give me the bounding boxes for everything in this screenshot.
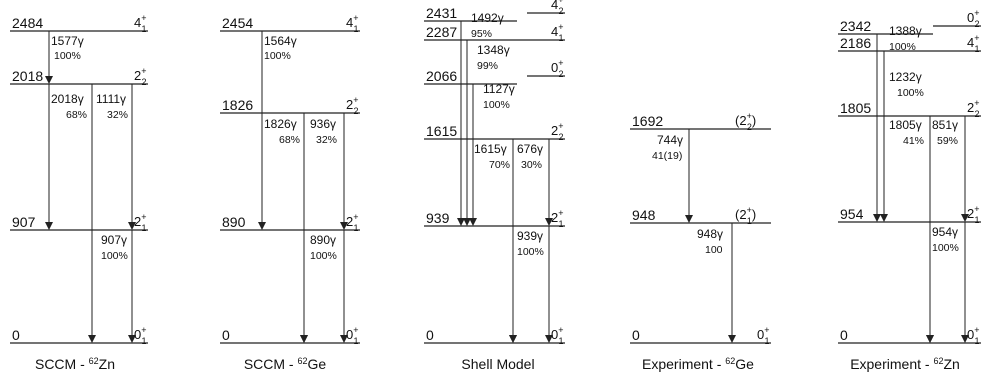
transition-branch: 100%	[889, 41, 916, 53]
level-spin: 4+ 2	[551, 0, 564, 16]
scheme-caption: Shell Model	[461, 356, 534, 372]
transition-energy: 2018γ	[51, 92, 84, 106]
level-spin: 4+ 1	[551, 22, 564, 43]
level-spin: 0+ 1	[134, 325, 147, 346]
level-spin: 0+ 1	[346, 325, 359, 346]
transition-branch: 100%	[54, 50, 81, 62]
scheme-caption: SCCM - 62Zn	[35, 356, 115, 372]
transition-branch: 41(19)	[652, 150, 682, 162]
level-energy: 0	[426, 327, 434, 343]
transition-branch: 100%	[310, 250, 337, 262]
transition-energy: 939γ	[517, 229, 543, 243]
transition-branch: 100%	[932, 242, 959, 254]
level-spin: 2+ 1	[551, 208, 564, 229]
transition-branch: 68%	[66, 109, 87, 121]
transition-energy: 1577γ	[51, 34, 84, 48]
level-energy: 2018	[12, 68, 43, 84]
transition-branch: 100%	[264, 50, 291, 62]
level-spin: (2+ 2)	[735, 111, 756, 132]
transition-branch: 100%	[897, 87, 924, 99]
transition-branch: 100	[705, 244, 723, 256]
level-energy: 939	[426, 210, 450, 226]
level-energy: 2066	[426, 68, 457, 84]
transition-branch: 41%	[903, 135, 924, 147]
level-spin: 0+ 2	[551, 58, 564, 79]
transition-energy: 851γ	[932, 118, 958, 132]
transition-energy: 676γ	[517, 142, 543, 156]
transition-branch: 95%	[471, 28, 492, 40]
level-energy: 1615	[426, 123, 457, 139]
level-spin: 2+ 2	[551, 121, 564, 142]
level-spin: 4+ 1	[967, 33, 980, 54]
transition-energy: 890γ	[310, 233, 336, 247]
transition-branch: 32%	[107, 109, 128, 121]
transition-energy: 907γ	[101, 233, 127, 247]
transition-energy: 1564γ	[264, 34, 297, 48]
transition-energy: 954γ	[932, 225, 958, 239]
scheme-caption: Experiment - 62Zn	[850, 356, 960, 372]
level-energy: 0	[12, 327, 20, 343]
transition-branch: 68%	[279, 134, 300, 146]
level-spin: 2+ 1	[967, 204, 980, 225]
transition-energy: 1615γ	[474, 142, 507, 156]
scheme-caption: Experiment - 62Ge	[642, 356, 754, 372]
transition-branch: 70%	[489, 159, 510, 171]
level-energy: 948	[632, 207, 656, 223]
transition-energy: 744γ	[657, 133, 683, 147]
transition-branch: 100%	[483, 99, 510, 111]
transition-energy: 1826γ	[264, 117, 297, 131]
scheme-caption: SCCM - 62Ge	[244, 356, 327, 372]
transition-branch: 100%	[101, 250, 128, 262]
level-energy: 2454	[222, 15, 253, 31]
level-energy: 0	[632, 327, 640, 343]
transition-branch: 100%	[517, 246, 544, 258]
transition-energy: 1232γ	[889, 70, 922, 84]
level-energy: 954	[840, 206, 864, 222]
transition-energy: 1388γ	[889, 24, 922, 38]
level-spin: 0+ 1	[757, 325, 770, 346]
transition-energy: 1127γ	[483, 82, 515, 96]
transition-energy: 1111γ	[96, 92, 126, 106]
transition-branch: 99%	[477, 60, 498, 72]
level-spin: 2+ 2	[134, 66, 147, 87]
transition-energy: 948γ	[697, 227, 723, 241]
transition-branch: 32%	[316, 134, 337, 146]
level-energy: 2431	[426, 5, 457, 21]
level-spin: 2+ 1	[346, 212, 359, 233]
level-energy: 907	[12, 214, 36, 230]
level-spin: 2+ 1	[134, 212, 147, 233]
transition-branch: 59%	[937, 135, 958, 147]
level-energy: 2342	[840, 18, 871, 34]
level-spin: 0+ 1	[967, 325, 980, 346]
level-energy: 0	[222, 327, 230, 343]
transition-energy: 1805γ	[889, 118, 922, 132]
level-energy: 1826	[222, 97, 253, 113]
level-spin: 4+ 1	[346, 13, 359, 34]
level-spin: 2+ 2	[967, 98, 980, 119]
transition-energy: 1492γ	[471, 11, 504, 25]
level-spin: 0+ 2	[967, 8, 980, 29]
level-energy: 890	[222, 214, 246, 230]
level-energy: 2186	[840, 35, 871, 51]
level-spin: (2+ 1)	[735, 205, 756, 226]
transition-energy: 936γ	[310, 117, 336, 131]
transition-energy: 1348γ	[477, 43, 510, 57]
level-energy: 2287	[426, 24, 457, 40]
transition-branch: 30%	[521, 159, 542, 171]
level-energy: 1692	[632, 113, 663, 129]
level-energy: 1805	[840, 100, 871, 116]
level-spin: 4+ 1	[134, 13, 147, 34]
level-energy: 0	[840, 327, 848, 343]
level-spin: 2+ 2	[346, 95, 359, 116]
level-spin: 0+ 1	[551, 325, 564, 346]
level-energy: 2484	[12, 15, 43, 31]
